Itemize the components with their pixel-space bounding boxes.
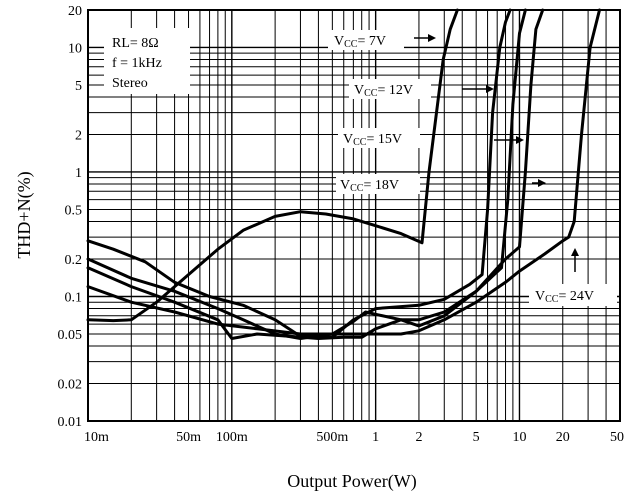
y-tick-label: 2 [75, 129, 82, 144]
y-tick-label: 1 [75, 166, 82, 181]
condition-rl: RL= 8Ω [112, 36, 159, 51]
y-tick-label: 0.05 [58, 328, 83, 343]
x-tick-label: 20 [556, 430, 570, 445]
y-tick-label: 5 [75, 79, 82, 94]
arrowhead-vcc-7v [428, 34, 436, 42]
tick-labels: 10m 50m 100m 500m 1 2 5 10 20 50 0.01 0.02 0.05 0.1 0.… [58, 4, 625, 445]
x-tick-label: 50m [176, 430, 201, 445]
series-line-vcc-12v [86, 8, 512, 339]
x-tick-label: 10m [84, 430, 109, 445]
annotation-vcc-18v: VCC= 18V [340, 178, 399, 194]
y-tick-label: 10 [68, 41, 82, 56]
y-tick-label: 0.1 [65, 290, 83, 305]
x-tick-label: 1 [372, 430, 379, 445]
arrowhead-vcc-15v [516, 136, 524, 144]
series-curves [86, 8, 601, 340]
series-line-vcc-15v [86, 8, 527, 340]
condition-frequency: f = 1kHz [112, 56, 162, 71]
arrowhead-vcc-24v [571, 248, 579, 256]
y-tick-label: 0.5 [65, 203, 83, 218]
y-tick-label: 20 [68, 4, 82, 19]
series-line-vcc-24v [86, 8, 601, 336]
annotation-vcc-15v: VCC= 15V [343, 132, 402, 148]
x-tick-label: 10 [512, 430, 526, 445]
y-tick-label: 0.01 [58, 415, 83, 430]
conditions-box: RL= 8Ω f = 1kHz Stereo [104, 28, 190, 94]
series-line-vcc-7v [86, 8, 459, 323]
annotation-vcc-7v: VCC= 7V [334, 34, 386, 50]
x-tick-label: 2 [415, 430, 422, 445]
x-tick-label: 100m [216, 430, 248, 445]
y-tick-label: 0.2 [65, 253, 83, 268]
x-axis-title: Output Power(W) [287, 471, 416, 492]
y-axis-title: THD+N(%) [14, 171, 35, 258]
annotation-vcc-24v: VCC= 24V [535, 289, 594, 305]
x-tick-label: 50 [610, 430, 624, 445]
x-tick-label: 5 [473, 430, 480, 445]
plot-frame [87, 9, 621, 422]
annotation-vcc-12v: VCC= 12V [354, 83, 413, 99]
y-tick-label: 0.02 [58, 378, 83, 393]
condition-mode: Stereo [112, 76, 148, 91]
x-tick-label: 500m [316, 430, 348, 445]
arrowhead-vcc-12v [486, 85, 494, 93]
arrowhead-vcc-18v [538, 179, 546, 187]
